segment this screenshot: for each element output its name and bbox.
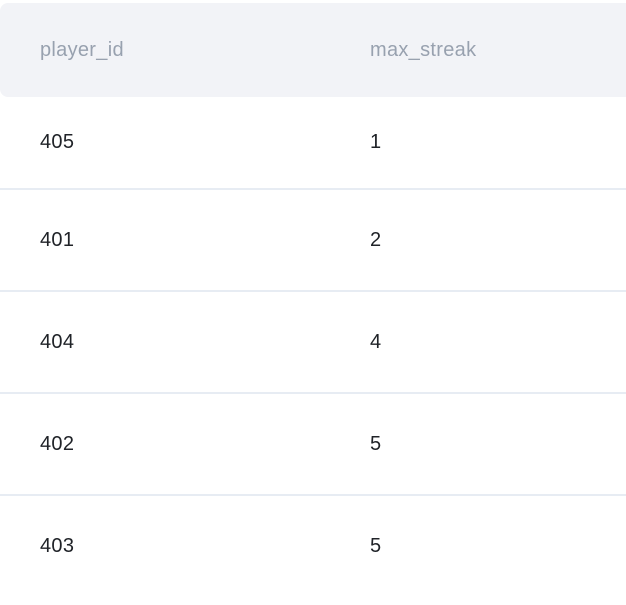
table-row: 401 2 (0, 190, 626, 292)
table-row: 404 4 (0, 292, 626, 394)
table-row: 403 5 (0, 496, 626, 596)
cell-max-streak: 4 (370, 330, 382, 353)
cell-player-id: 404 (40, 330, 75, 353)
results-table: player_id max_streak 405 1 401 2 404 4 4… (0, 3, 626, 596)
cell-player-id: 403 (40, 534, 75, 557)
cell-player-id: 401 (40, 228, 75, 251)
table-row: 402 5 (0, 394, 626, 496)
cell-player-id: 402 (40, 432, 75, 455)
cell-max-streak: 1 (370, 131, 382, 153)
column-header-max-streak: max_streak (370, 38, 477, 61)
table-row: 405 1 (0, 97, 626, 190)
table-header-row: player_id max_streak (0, 3, 626, 97)
cell-max-streak: 5 (370, 432, 382, 455)
cell-max-streak: 5 (370, 534, 382, 557)
cell-max-streak: 2 (370, 228, 382, 251)
column-header-player-id: player_id (40, 38, 124, 61)
cell-player-id: 405 (40, 131, 75, 153)
